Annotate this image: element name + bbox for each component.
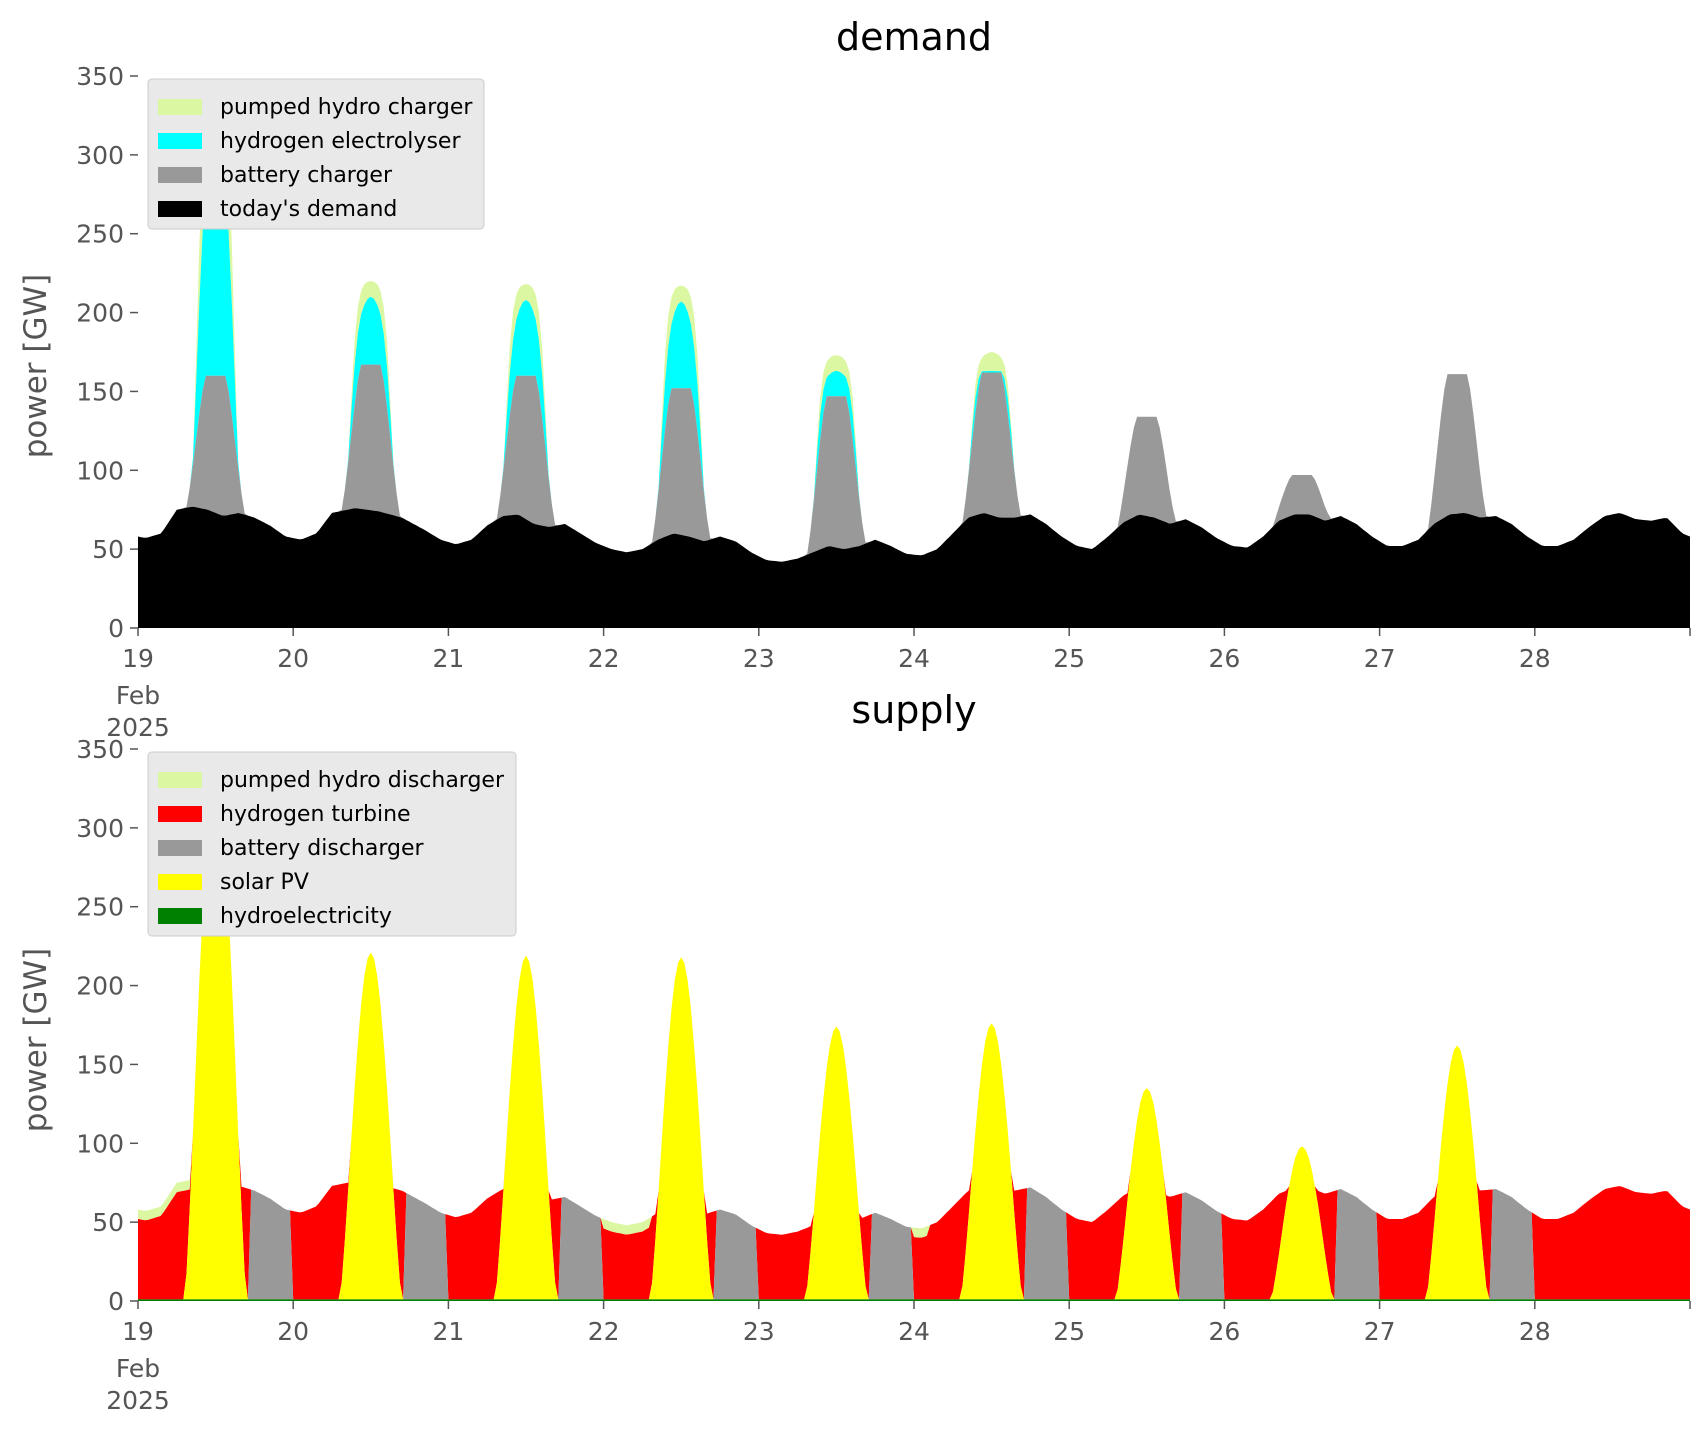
legend-swatch: [158, 806, 202, 822]
legend-swatch: [158, 99, 202, 115]
y-tick-label: 350: [76, 62, 124, 91]
y-tick-label: 100: [76, 1129, 124, 1158]
x-tick-label: 22: [588, 1317, 620, 1346]
legend-box: [147, 751, 517, 937]
y-tick-label: 0: [108, 1287, 124, 1316]
x-tick-label: 20: [277, 644, 309, 673]
legend-label: battery charger: [220, 163, 393, 188]
y-tick-label: 100: [76, 456, 124, 485]
y-tick-label: 250: [76, 893, 124, 922]
x-tick-label: 19: [122, 644, 154, 673]
y-axis-label: power [GW]: [18, 274, 54, 459]
y-tick-label: 150: [76, 377, 124, 406]
x-tick-label: 25: [1053, 644, 1085, 673]
legend-swatch: [158, 874, 202, 890]
x-tick-label: 28: [1519, 644, 1551, 673]
plot-area: [138, 774, 1690, 1301]
plot-area: [138, 102, 1690, 628]
legend-label: pumped hydro discharger: [220, 768, 505, 793]
x-tick-label: 24: [898, 644, 930, 673]
legend-label: hydrogen turbine: [220, 802, 411, 827]
y-tick-label: 150: [76, 1050, 124, 1079]
x-tick-label: 25: [1053, 1317, 1085, 1346]
area-hydroelectricity: [138, 1299, 1690, 1301]
y-tick-label: 300: [76, 814, 124, 843]
chart-title: demand: [836, 15, 992, 59]
legend-swatch: [158, 167, 202, 183]
legend-swatch: [158, 908, 202, 924]
area-battery-charger: [138, 364, 1690, 562]
y-axis-label: power [GW]: [18, 948, 54, 1133]
x-tick-label: 20: [277, 1317, 309, 1346]
y-tick-label: 50: [92, 1208, 124, 1237]
area-today-s-demand: [138, 506, 1690, 628]
legend-swatch: [158, 772, 202, 788]
legend-label: hydrogen electrolyser: [220, 129, 461, 154]
x-tick-label: 23: [743, 644, 775, 673]
y-tick-label: 0: [108, 614, 124, 643]
y-tick-label: 250: [76, 220, 124, 249]
chart-title: supply: [851, 688, 976, 732]
demand-chart: demand 0 50 100 150 200 250 300 350 19 20 21 22 23 24…: [18, 15, 1691, 742]
x-tick-label: 21: [432, 1317, 464, 1346]
x-tick-sublabel: 2025: [106, 713, 170, 742]
y-tick-label: 200: [76, 299, 124, 328]
y-tick-label: 350: [76, 735, 124, 764]
y-tick-label: 300: [76, 141, 124, 170]
x-tick-label: 24: [898, 1317, 930, 1346]
legend-swatch: [158, 201, 202, 217]
legend-label: solar PV: [220, 870, 309, 895]
x-tick-label: 21: [432, 644, 464, 673]
x-tick-sublabel: Feb: [116, 1354, 160, 1383]
x-tick-label: 22: [588, 644, 620, 673]
legend-label: today's demand: [220, 197, 397, 222]
legend: pumped hydro charger hydrogen electrolyse…: [147, 78, 485, 230]
x-tick-sublabel: 2025: [106, 1386, 170, 1415]
legend-label: hydroelectricity: [220, 904, 392, 929]
y-tick-label: 50: [92, 535, 124, 564]
legend: pumped hydro discharger hydrogen turbine b…: [147, 751, 517, 937]
legend-swatch: [158, 133, 202, 149]
area-solar-pv: [138, 774, 1690, 1300]
x-tick-label: 26: [1208, 644, 1240, 673]
supply-chart: supply 0 50 100 150 200 250 300 350 19 20 21 22 23 24…: [18, 688, 1691, 1415]
legend-label: pumped hydro charger: [220, 95, 473, 120]
x-tick-label: 27: [1364, 644, 1396, 673]
legend-swatch: [158, 840, 202, 856]
area-hydrogen-turbine: [138, 774, 1690, 1300]
x-tick-sublabel: Feb: [116, 681, 160, 710]
x-tick-label: 28: [1519, 1317, 1551, 1346]
x-tick-label: 19: [122, 1317, 154, 1346]
legend-label: battery discharger: [220, 836, 425, 861]
legend-box: [147, 78, 485, 230]
axes: 0 50 100 150 200 250 300 350 19 20 21 22 23 24 25 26 27 2…: [76, 735, 1691, 1415]
x-tick-label: 27: [1364, 1317, 1396, 1346]
y-tick-label: 200: [76, 972, 124, 1001]
axes: 0 50 100 150 200 250 300 350 19 20 21 22 23 24 25 26 27 2…: [76, 62, 1691, 742]
x-tick-label: 26: [1208, 1317, 1240, 1346]
x-tick-label: 23: [743, 1317, 775, 1346]
